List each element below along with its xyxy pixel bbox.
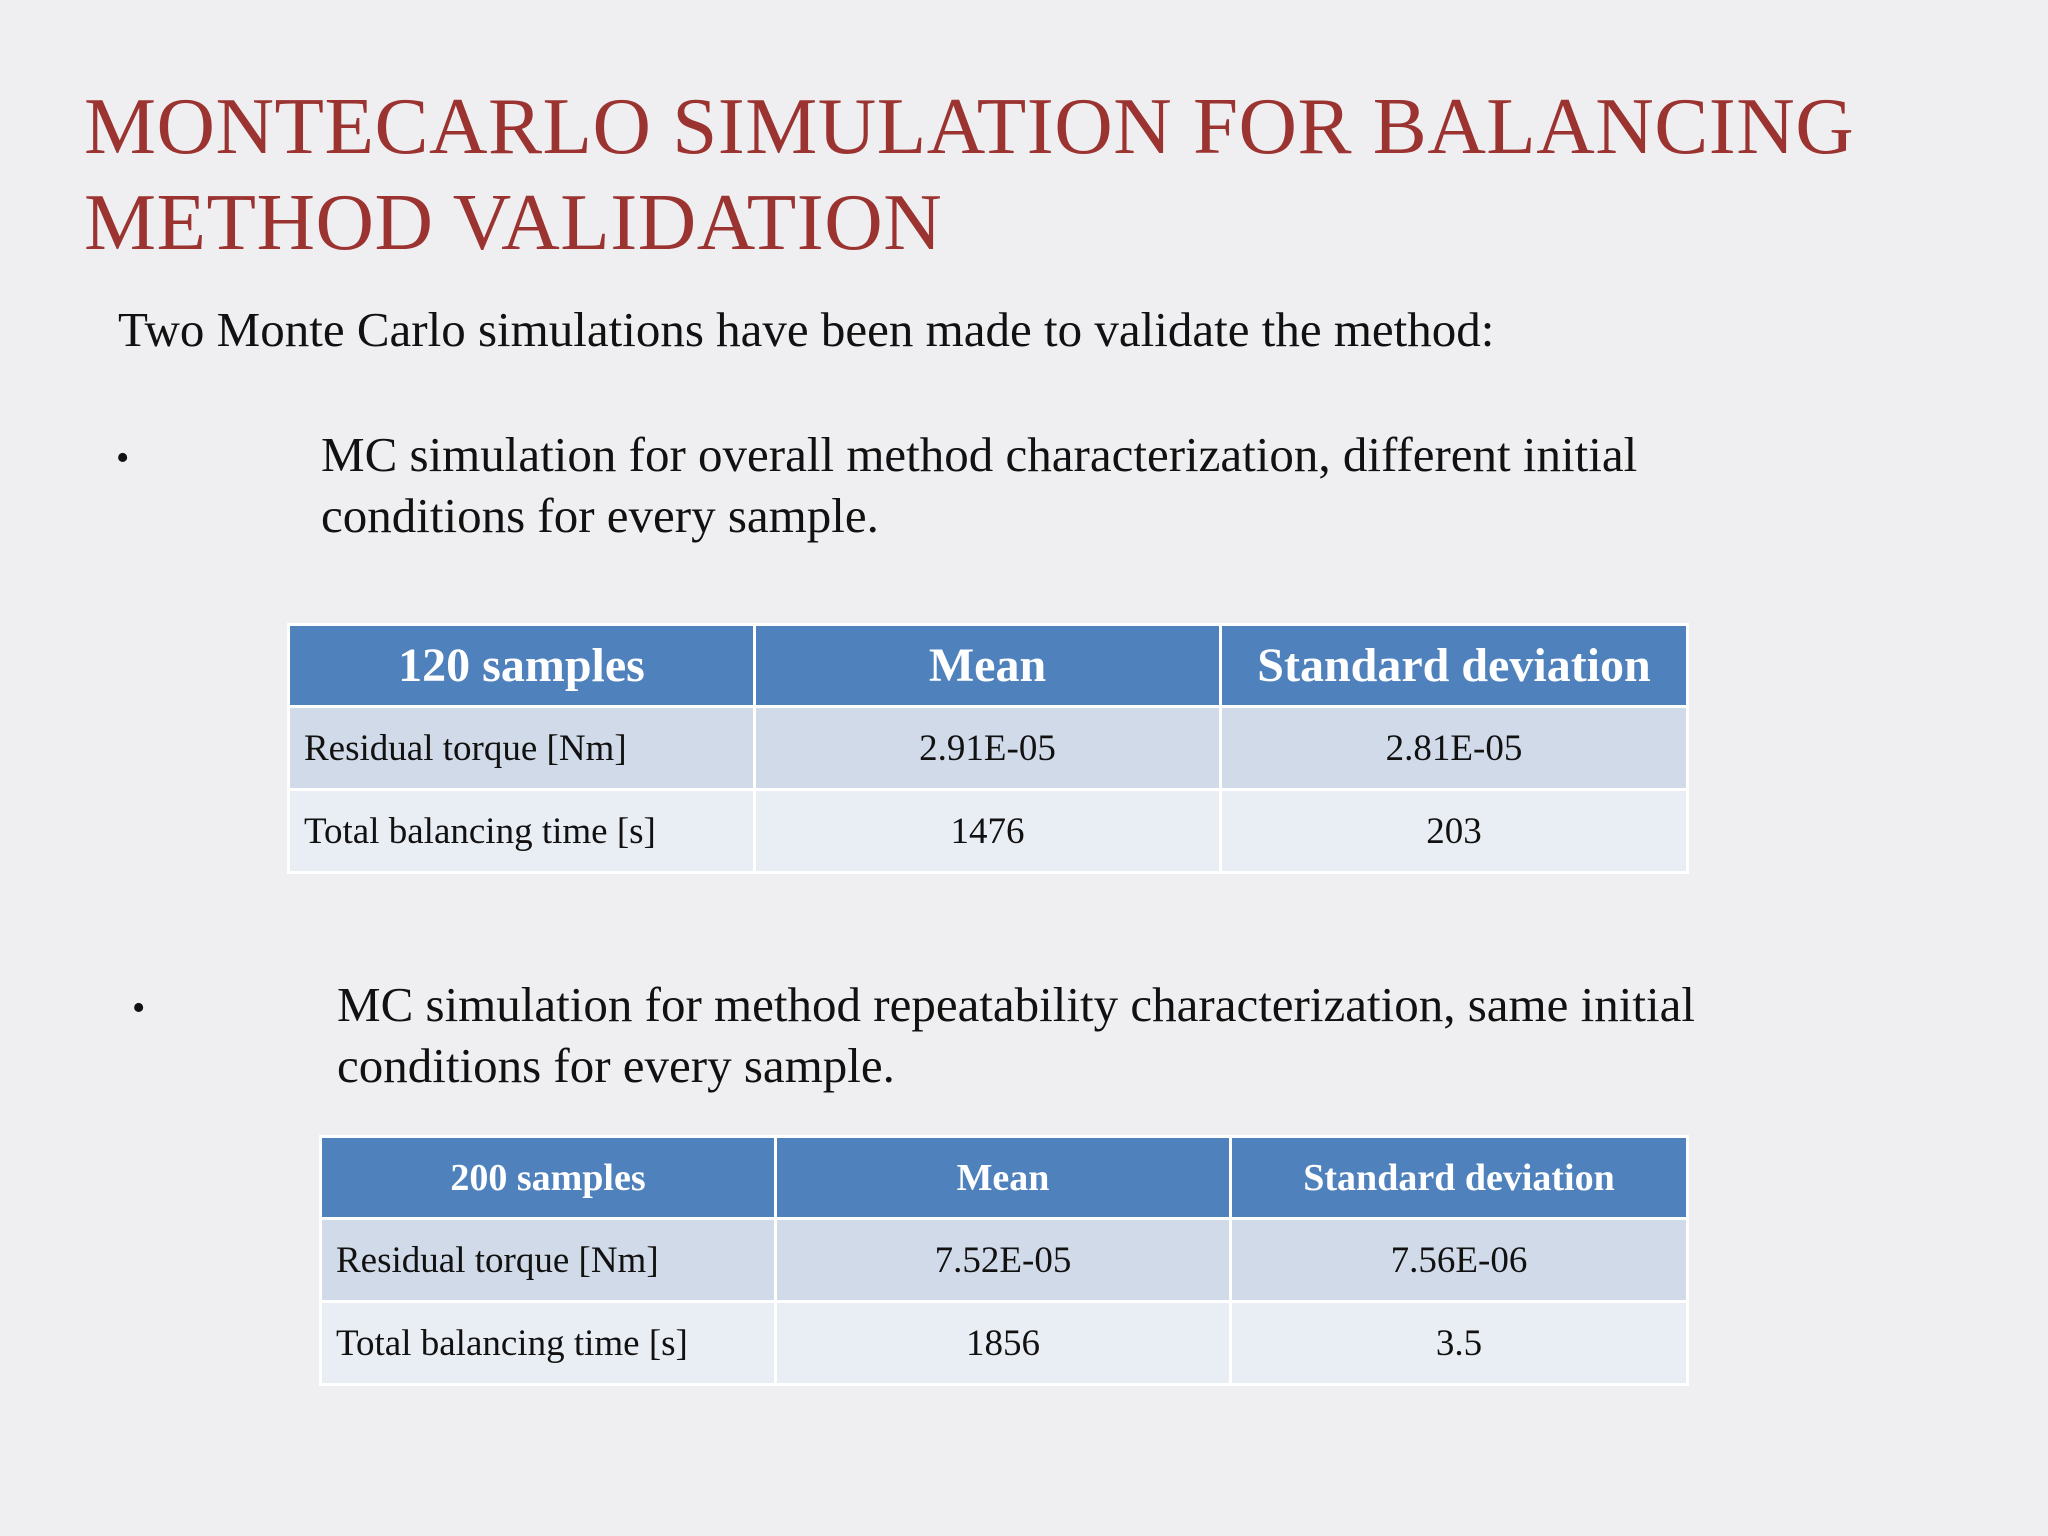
table-row: Residual torque [Nm] 2.91E-05 2.81E-05 — [287, 705, 1689, 791]
row-label: Residual torque [Nm] — [319, 1217, 777, 1303]
column-header-std-dev: Standard deviation — [1219, 623, 1689, 708]
column-header-samples: 120 samples — [287, 623, 756, 708]
std-dev-value: 2.81E-05 — [1219, 705, 1689, 791]
bullet-1-text: MC simulation for overall method charact… — [321, 427, 1638, 543]
column-header-std-dev: Standard deviation — [1229, 1135, 1689, 1220]
row-label: Total balancing time [s] — [319, 1300, 777, 1386]
slide-title: MONTECARLO SIMULATION FOR BALANCING METH… — [84, 81, 1855, 267]
row-label: Total balancing time [s] — [287, 788, 756, 874]
std-dev-value: 203 — [1219, 788, 1689, 874]
bullet-marker: • — [116, 437, 130, 479]
results-table-200-samples: 200 samples Mean Standard deviation Resi… — [319, 1135, 1689, 1386]
column-header-mean: Mean — [753, 623, 1222, 708]
table-header-row: 200 samples Mean Standard deviation — [319, 1135, 1689, 1220]
table-row: Total balancing time [s] 1476 203 — [287, 788, 1689, 874]
column-header-samples: 200 samples — [319, 1135, 777, 1220]
mean-value: 2.91E-05 — [753, 705, 1222, 791]
mean-value: 1476 — [753, 788, 1222, 874]
row-label: Residual torque [Nm] — [287, 705, 756, 791]
mean-value: 7.52E-05 — [774, 1217, 1232, 1303]
bullet-marker: • — [132, 987, 146, 1029]
results-table-120-samples: 120 samples Mean Standard deviation Resi… — [287, 623, 1689, 874]
mean-value: 1856 — [774, 1300, 1232, 1386]
bullet-2-text: MC simulation for method repeatability c… — [337, 977, 1695, 1093]
std-dev-value: 3.5 — [1229, 1300, 1689, 1386]
table-row: Residual torque [Nm] 7.52E-05 7.56E-06 — [319, 1217, 1689, 1303]
column-header-mean: Mean — [774, 1135, 1232, 1220]
intro-text: Two Monte Carlo simulations have been ma… — [118, 302, 1495, 357]
std-dev-value: 7.56E-06 — [1229, 1217, 1689, 1303]
table-header-row: 120 samples Mean Standard deviation — [287, 623, 1689, 708]
table-row: Total balancing time [s] 1856 3.5 — [319, 1300, 1689, 1386]
